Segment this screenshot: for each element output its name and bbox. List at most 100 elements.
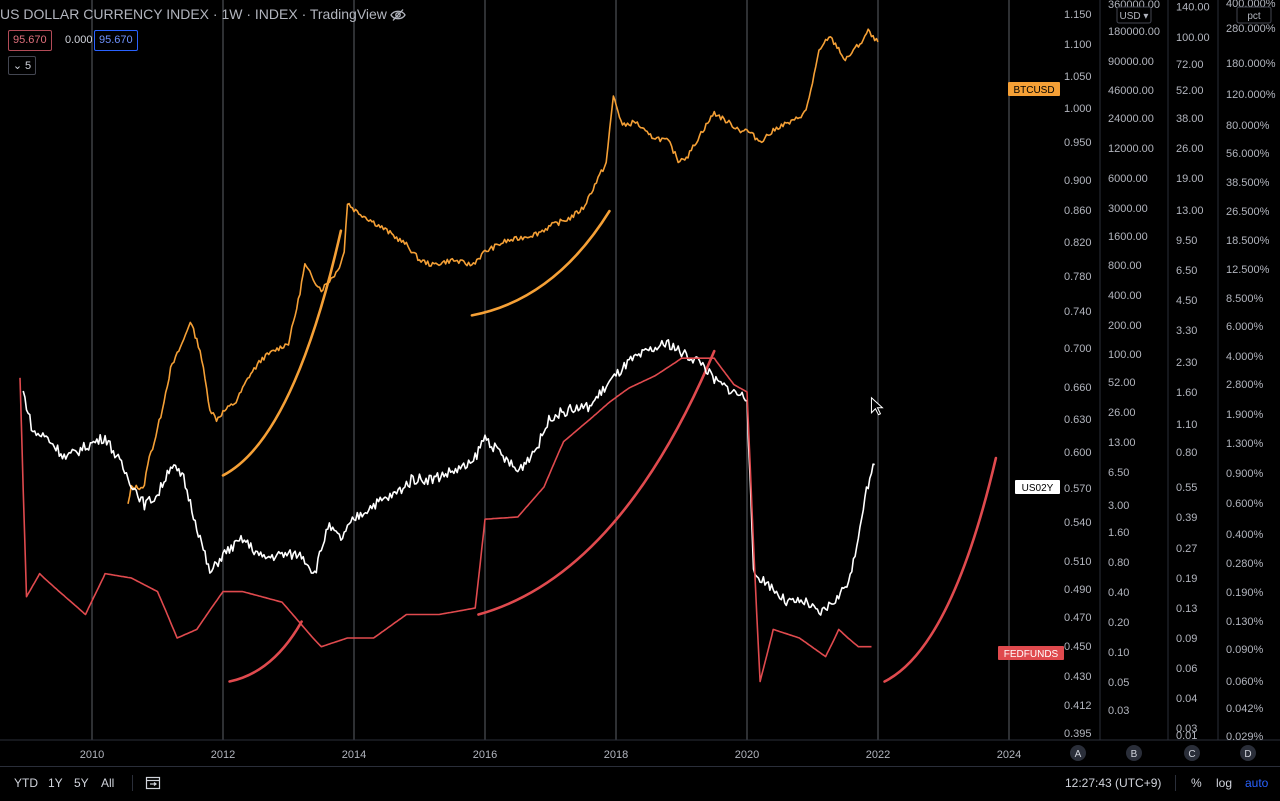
y-tick-label-B: 0.05 — [1108, 677, 1129, 689]
y-tick-label-D: 0.900% — [1226, 468, 1264, 480]
percent-scale-label-box[interactable] — [1236, 6, 1272, 24]
y-tick-label-D: 0.190% — [1226, 587, 1264, 599]
y-tick-label-D: 1.300% — [1226, 438, 1264, 450]
y-tick-label-C: 0.80 — [1176, 447, 1197, 459]
log-toggle[interactable]: log — [1216, 776, 1233, 790]
y-tick-label-D: 0.060% — [1226, 676, 1264, 688]
y-tick-label-B: 0.40 — [1108, 587, 1129, 599]
range-all-button[interactable]: All — [101, 776, 115, 790]
clock-readout[interactable]: 12:27:43 (UTC+9) — [1065, 776, 1162, 790]
scale-letter-badge[interactable] — [1126, 745, 1142, 761]
currency-selector[interactable]: USD ▾ — [1120, 11, 1149, 22]
badge-us02y — [1015, 480, 1060, 494]
chart[interactable]: 1.150 1.100 1.050 1.000 0.950 0.900 0.860 0.820… — [0, 0, 1280, 766]
y-tick-label-A: 0.820 — [1064, 237, 1092, 249]
y-tick-label-D: 0.130% — [1226, 616, 1264, 628]
eye-off-icon[interactable] — [390, 8, 406, 22]
y-tick-label-A: 0.570 — [1064, 483, 1092, 495]
y-tick-label-C: 3.30 — [1176, 325, 1197, 337]
trend-curve-2[interactable] — [470, 209, 611, 317]
x-tick-label: 2018 — [604, 749, 628, 761]
y-tick-label-D: 6.000% — [1226, 321, 1264, 333]
y-tick-label-B: 6.50 — [1108, 467, 1129, 479]
scale-letter-badge[interactable] — [1240, 745, 1256, 761]
scale-letter[interactable]: A — [1075, 749, 1082, 760]
badge-label-us02y: US02Y — [1022, 483, 1054, 494]
y-tick-label-C: 0.13 — [1176, 603, 1197, 615]
time-axis[interactable]: 2010 2012 2014 2016 2018 2020 2022 2024 A B C D — [80, 745, 1256, 761]
y-tick-label-C: 0.03 — [1176, 723, 1197, 735]
y-tick-label-A: 0.510 — [1064, 556, 1092, 568]
scale-letter-badge[interactable] — [1070, 745, 1086, 761]
y-tick-label-C: 9.50 — [1176, 235, 1197, 247]
y-tick-label-A: 1.000 — [1064, 103, 1092, 115]
calendar-range-icon[interactable] — [145, 775, 161, 791]
y-tick-label-A: 0.700 — [1064, 343, 1092, 355]
y-tick-label-D: 2.800% — [1226, 379, 1264, 391]
series-line-fedfunds — [19, 357, 872, 683]
value-change: 0.000 — [65, 34, 93, 46]
y-tick-label-C: 0.27 — [1176, 543, 1197, 555]
price-scales[interactable]: 1.150 1.100 1.050 1.000 0.950 0.900 0.860 0.820… — [1064, 0, 1276, 743]
y-tick-label-D: 0.029% — [1226, 731, 1264, 743]
value-open: 95.670 — [8, 30, 52, 51]
y-tick-label-D: 280.000% — [1226, 23, 1276, 35]
y-tick-label-B: 1.60 — [1108, 527, 1129, 539]
y-tick-label-C: 38.00 — [1176, 113, 1204, 125]
percent-scale-label[interactable]: pct — [1247, 11, 1261, 22]
y-tick-label-A: 0.490 — [1064, 584, 1092, 596]
y-tick-label-B: 0.03 — [1108, 705, 1129, 717]
currency-selector-box[interactable] — [1116, 6, 1152, 24]
trend-curves[interactable] — [221, 209, 998, 683]
y-tick-label-C: 0.06 — [1176, 663, 1197, 675]
trend-curve-4[interactable] — [477, 349, 716, 616]
y-tick-label-D: 0.090% — [1226, 644, 1264, 656]
y-tick-label-B: 360000.00 — [1108, 0, 1160, 11]
bottom-toolbar: YTD 1Y 5Y All 12:27:43 (UTC+9) % log aut… — [0, 766, 1280, 801]
y-tick-label-C: 0.55 — [1176, 482, 1197, 494]
x-tick-label: 2024 — [997, 749, 1021, 761]
y-tick-label-B: 6000.00 — [1108, 173, 1148, 185]
indicators-collapse-button[interactable]: ⌄ 5 — [8, 56, 36, 75]
series-lines — [19, 28, 879, 683]
trend-curve-3[interactable] — [228, 620, 303, 683]
y-tick-label-D: 80.000% — [1226, 120, 1270, 132]
y-tick-label-B: 24000.00 — [1108, 113, 1154, 125]
y-tick-label-B: 26.00 — [1108, 407, 1136, 419]
badge-label-fedfunds: FEDFUNDS — [1004, 649, 1059, 660]
badge-label-btcusd: BTCUSD — [1013, 85, 1054, 96]
y-tick-label-D: 120.000% — [1226, 89, 1276, 101]
auto-toggle[interactable]: auto — [1245, 776, 1269, 790]
scale-letter[interactable]: B — [1131, 749, 1138, 760]
percent-toggle[interactable]: % — [1191, 776, 1202, 790]
y-tick-label-D: 180.000% — [1226, 58, 1276, 70]
y-tick-label-A: 0.412 — [1064, 700, 1092, 712]
scale-dividers — [0, 0, 1280, 741]
trend-curve-1[interactable] — [221, 229, 343, 477]
x-tick-label: 2014 — [342, 749, 366, 761]
scale-letter-badge[interactable] — [1184, 745, 1200, 761]
y-tick-label-A: 0.470 — [1064, 612, 1092, 624]
y-tick-label-A: 0.450 — [1064, 641, 1092, 653]
y-tick-label-D: 0.600% — [1226, 498, 1264, 510]
y-tick-label-B: 3.00 — [1108, 500, 1129, 512]
y-tick-label-D: 0.042% — [1226, 703, 1264, 715]
indicator-count: 5 — [25, 59, 32, 72]
value-close: 95.670 — [94, 30, 138, 51]
y-tick-label-A: 0.740 — [1064, 306, 1092, 318]
toolbar-divider — [1175, 775, 1176, 791]
x-tick-label: 2020 — [735, 749, 759, 761]
y-tick-label-D: 0.280% — [1226, 558, 1264, 570]
range-ytd-button[interactable]: YTD — [14, 776, 38, 790]
y-tick-label-C: 26.00 — [1176, 143, 1204, 155]
badge-fedfunds — [998, 646, 1064, 660]
range-5y-button[interactable]: 5Y — [74, 776, 89, 790]
y-tick-label-B: 3000.00 — [1108, 203, 1148, 215]
trend-curve-5[interactable] — [883, 456, 998, 683]
range-1y-button[interactable]: 1Y — [48, 776, 63, 790]
y-tick-label-B: 46000.00 — [1108, 85, 1154, 97]
scale-letter[interactable]: D — [1244, 749, 1251, 760]
y-tick-label-C: 1.60 — [1176, 387, 1197, 399]
series-line-btc — [127, 28, 879, 504]
scale-letter[interactable]: C — [1188, 749, 1195, 760]
